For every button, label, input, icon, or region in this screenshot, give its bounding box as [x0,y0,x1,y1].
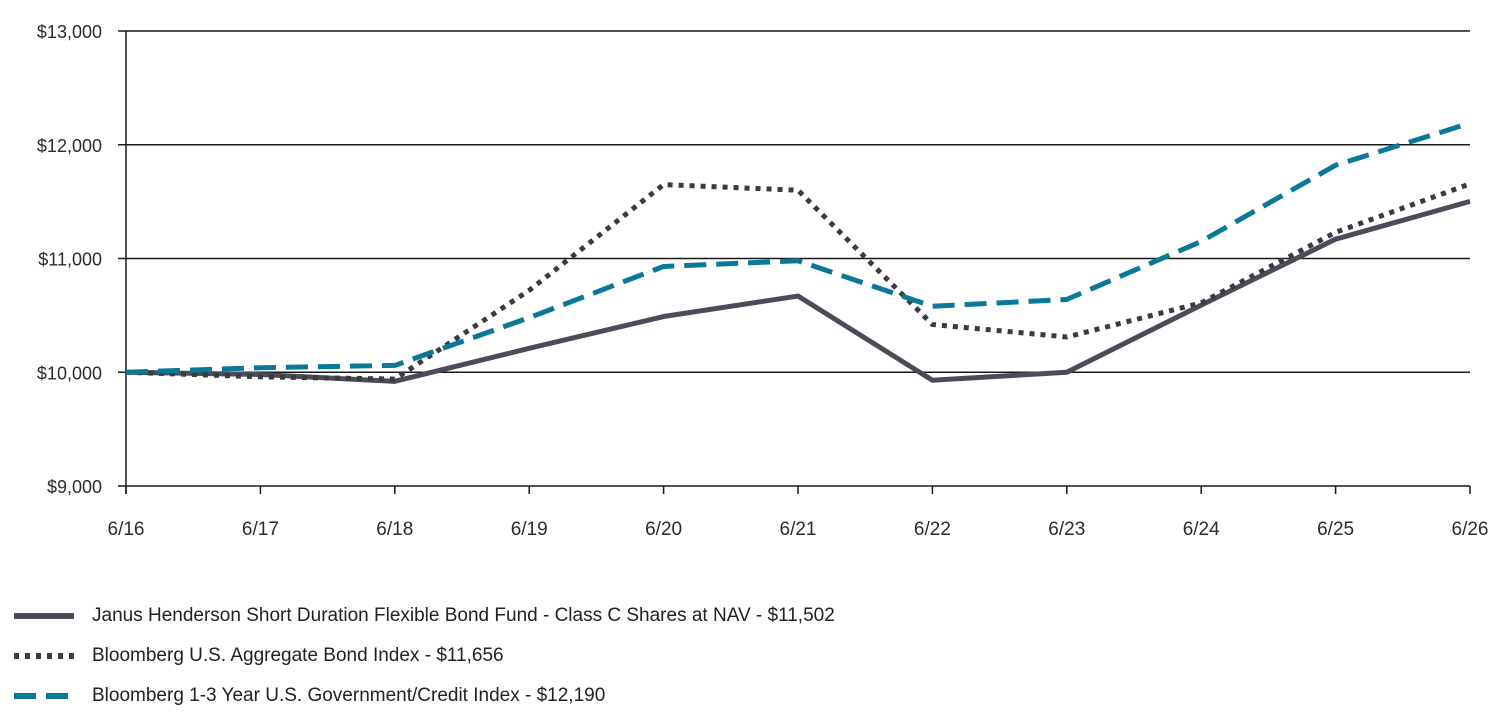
x-tick-label: 6/19 [511,519,548,540]
x-tick-label: 6/24 [1183,519,1220,540]
tick-labels: $9,000 $10,000 $11,000 $12,000 $13,000 6/16 6/… [37,22,1489,540]
x-tick-label: 6/18 [376,519,413,540]
y-tick-label: $10,000 [37,363,102,383]
y-tick-label: $11,000 [38,250,102,270]
gridlines [126,30,1470,373]
x-tick-label: 6/20 [645,519,682,540]
series-line-fund [125,198,1471,384]
x-tick-label: 6/26 [1452,519,1489,540]
legend: Janus Henderson Short Duration Flexible … [14,596,835,716]
series-lines [125,120,1471,384]
x-tick-label: 6/23 [1048,519,1085,540]
legend-swatch-dotted [14,653,74,659]
legend-swatch-dashed [14,693,74,699]
x-tick-label: 6/22 [914,519,951,540]
legend-label-fund: Janus Henderson Short Duration Flexible … [92,605,835,626]
legend-item-govt-credit: Bloomberg 1-3 Year U.S. Government/Credi… [14,676,835,716]
legend-item-fund: Janus Henderson Short Duration Flexible … [14,596,835,636]
y-tick-label: $13,000 [37,22,102,42]
series-line-aggregate [125,181,1471,382]
y-tick-label: $12,000 [37,136,102,156]
y-tick-label: $9,000 [47,477,102,497]
legend-swatch-solid [14,613,74,619]
x-tick-label: 6/21 [780,519,817,540]
legend-label-govt-credit: Bloomberg 1-3 Year U.S. Government/Credi… [92,685,606,706]
x-tick-label: 6/17 [242,519,279,540]
legend-item-aggregate: Bloomberg U.S. Aggregate Bond Index - $1… [14,636,835,676]
legend-label-aggregate: Bloomberg U.S. Aggregate Bond Index - $1… [92,645,504,666]
line-chart: $9,000 $10,000 $11,000 $12,000 $13,000 6/16 6/… [37,22,1489,540]
x-tick-label: 6/25 [1317,519,1354,540]
x-tick-label: 6/16 [108,519,145,540]
series-line-govt-credit [125,120,1471,375]
axes [118,30,1471,494]
